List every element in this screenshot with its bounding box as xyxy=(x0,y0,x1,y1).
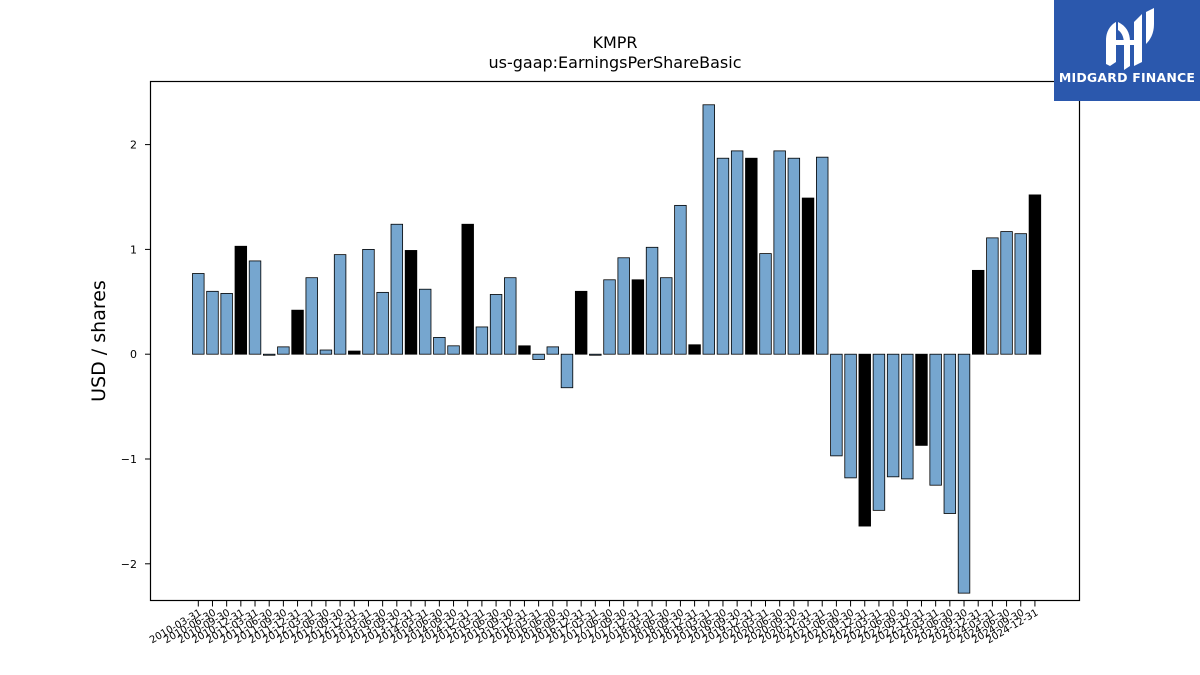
bar-2018-12-31 xyxy=(688,344,701,355)
y-tick-label: −2 xyxy=(121,558,137,571)
bar-2010-03-31 xyxy=(192,273,205,355)
bar-2010-12-31 xyxy=(234,245,248,355)
bar-2022-12-31 xyxy=(915,353,928,446)
bar-2024-03-31 xyxy=(986,237,999,355)
bar-2013-09-30 xyxy=(390,223,404,355)
bar-2016-03-31 xyxy=(532,353,545,360)
y-tick-label: 0 xyxy=(130,348,137,361)
bar-2021-06-30 xyxy=(830,353,843,457)
bar-2019-03-31 xyxy=(702,104,715,355)
bar-2020-12-31 xyxy=(801,197,815,355)
bar-2020-09-30 xyxy=(787,157,801,355)
midgard-finance-logo: MIDGARD FINANCE xyxy=(1054,0,1200,101)
bar-2022-03-31 xyxy=(872,353,886,511)
bar-2024-06-30 xyxy=(1000,231,1013,355)
midgard-logo-icon xyxy=(1106,8,1154,70)
bar-2011-09-30 xyxy=(277,346,290,355)
bar-2020-06-30 xyxy=(773,150,786,355)
bar-2023-06-30 xyxy=(943,353,957,514)
bar-2013-06-30 xyxy=(376,291,389,355)
bar-2016-12-31 xyxy=(574,290,588,355)
bar-2014-12-31 xyxy=(461,223,474,355)
logo-text: MIDGARD FINANCE xyxy=(1058,70,1196,85)
bar-2013-12-31 xyxy=(404,250,418,355)
bar-2020-03-31 xyxy=(759,253,772,355)
bar-2018-06-30 xyxy=(660,277,673,355)
bar-2023-12-31 xyxy=(972,269,985,355)
bar-2017-06-30 xyxy=(603,279,616,355)
bar-2015-03-31 xyxy=(475,326,489,355)
bar-2019-06-30 xyxy=(716,157,730,355)
bar-2024-12-31 xyxy=(1028,194,1042,355)
bar-2021-03-31 xyxy=(816,156,829,355)
bar-2011-12-31 xyxy=(291,309,304,355)
bar-2022-09-30 xyxy=(901,353,914,480)
bar-2017-12-31 xyxy=(631,279,645,355)
bar-2019-09-30 xyxy=(730,150,744,355)
bar-2014-03-31 xyxy=(418,288,432,355)
bar-2011-06-30 xyxy=(262,353,276,356)
chart-title: KMPR xyxy=(592,33,637,52)
chart-subtitle: us-gaap:EarningsPerShareBasic xyxy=(488,53,741,72)
bar-2010-06-30 xyxy=(206,290,219,355)
bar-2017-03-31 xyxy=(589,353,602,356)
bar-2010-09-30 xyxy=(220,293,233,355)
y-tick-label: −1 xyxy=(121,453,137,466)
bar-2012-12-31 xyxy=(348,350,361,355)
bar-2022-06-30 xyxy=(886,353,900,478)
y-axis-label: USD / shares xyxy=(88,280,110,402)
bars-layer xyxy=(192,104,1042,594)
bar-2021-09-30 xyxy=(844,353,857,479)
y-tick-label: 2 xyxy=(130,139,137,152)
bar-2012-09-30 xyxy=(333,254,347,355)
bar-2018-03-31 xyxy=(645,246,659,355)
bar-2024-09-30 xyxy=(1014,233,1027,355)
y-tick-label: 1 xyxy=(130,243,137,256)
bar-2016-09-30 xyxy=(560,353,574,389)
bar-2016-06-30 xyxy=(546,346,560,355)
bar-2014-06-30 xyxy=(433,337,446,355)
bar-2021-12-31 xyxy=(858,353,871,527)
bar-2015-06-30 xyxy=(489,294,503,355)
bar-2015-12-31 xyxy=(518,345,531,355)
bar-2014-09-30 xyxy=(447,345,460,355)
bar-2023-09-30 xyxy=(957,353,971,594)
plot-frame xyxy=(149,80,1081,602)
bar-2013-03-31 xyxy=(362,248,375,355)
bar-2023-03-31 xyxy=(929,353,942,486)
y-axis: −2 −1 0 1 2 xyxy=(121,139,151,571)
bar-2012-03-31 xyxy=(305,277,318,355)
bar-2015-09-30 xyxy=(504,277,517,355)
bar-2017-09-30 xyxy=(617,257,630,355)
bar-2011-03-31 xyxy=(248,260,262,355)
bar-2019-12-31 xyxy=(745,157,758,355)
x-axis: 2010-03-312010-06-302010-09-302010-12-31… xyxy=(148,600,1040,646)
bar-2018-09-30 xyxy=(674,204,687,355)
bar-2012-06-30 xyxy=(319,349,333,355)
